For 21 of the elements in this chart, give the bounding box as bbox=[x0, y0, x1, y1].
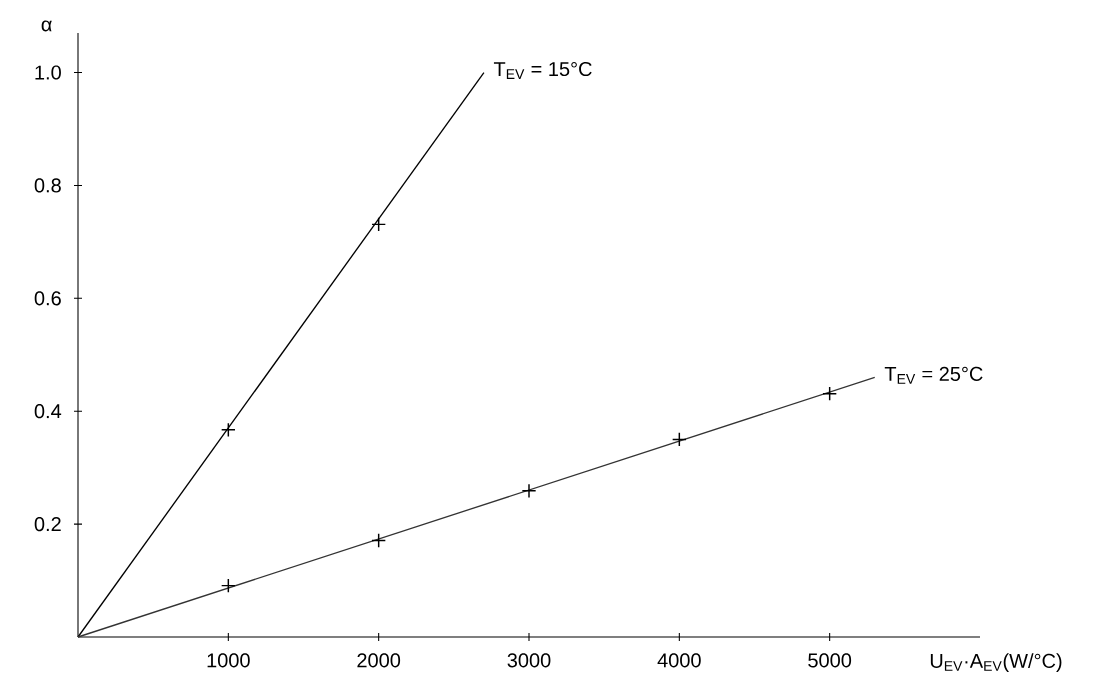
y-axis-title: α bbox=[41, 20, 52, 32]
x-tick-label: 4000 bbox=[657, 653, 701, 668]
point bbox=[371, 216, 387, 232]
series-label: T$_{EV}$ = 15°C bbox=[493, 61, 592, 79]
point bbox=[822, 386, 838, 402]
y-tick-label: 0.6 bbox=[34, 291, 61, 306]
x-tick-label: 5000 bbox=[808, 653, 852, 668]
point bbox=[671, 432, 687, 447]
y-tick-label: 1.0 bbox=[35, 65, 61, 80]
x-tick-label: 1000 bbox=[207, 653, 250, 668]
x-tick-label: 2000 bbox=[357, 653, 401, 668]
y-tick-label: 0.8 bbox=[34, 178, 61, 193]
point bbox=[371, 533, 387, 548]
y-tick-label: 0.4 bbox=[34, 404, 62, 419]
x-axis-title: U$_{EV}$·A$_{EV}$(W/°C) bbox=[930, 653, 1062, 672]
point bbox=[220, 422, 236, 438]
point bbox=[521, 483, 537, 499]
x-tick-label: 3000 bbox=[507, 653, 551, 668]
series-label: T$_{EV}$ = 25°C bbox=[884, 366, 983, 384]
y-tick-label: 0.2 bbox=[34, 517, 61, 532]
point bbox=[220, 578, 236, 594]
